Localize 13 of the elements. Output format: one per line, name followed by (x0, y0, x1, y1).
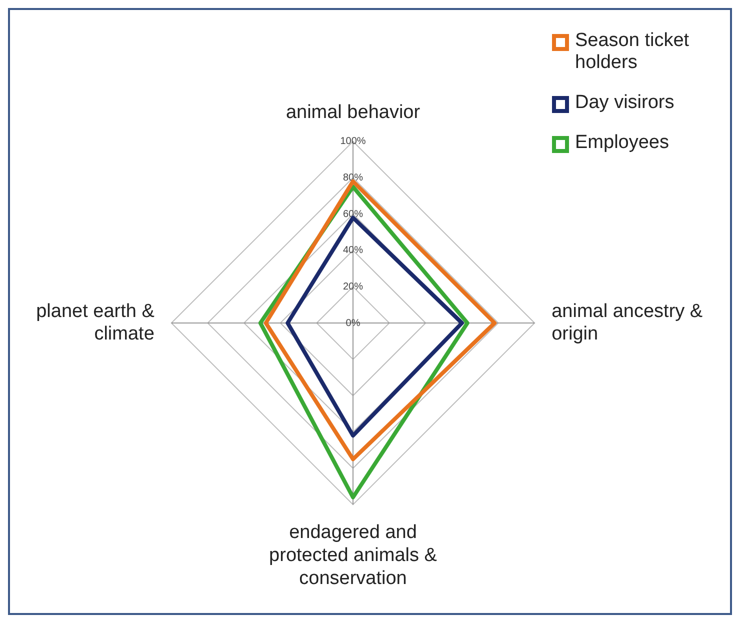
legend-label: Season ticket holders (575, 30, 690, 74)
legend-label: Day visirors (575, 92, 674, 114)
spoke-label: planet earth & climate (36, 300, 155, 345)
y-tick-label: 100% (340, 136, 366, 148)
y-tick-label: 0% (346, 318, 360, 329)
spoke-label: animal ancestry & origin (552, 300, 703, 345)
y-tick-label: 60% (342, 208, 364, 220)
y-tick-label: 40% (342, 245, 364, 256)
spoke-label: animal behavior (286, 102, 421, 124)
spoke-label: endagered and protected animals & conservation (269, 522, 438, 589)
y-tick-label: 80% (342, 172, 364, 184)
legend-label: Employees (575, 132, 669, 154)
y-tick-label: 20% (342, 281, 364, 292)
